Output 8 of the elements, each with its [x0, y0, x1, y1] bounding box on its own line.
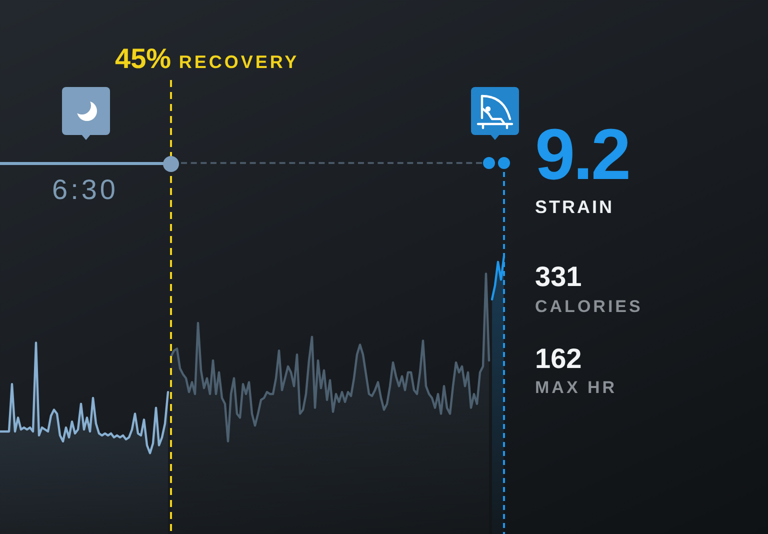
text: 331 [535, 261, 582, 292]
text: CALORIES [535, 297, 643, 316]
text: MAX HR [535, 378, 618, 397]
text: 6:30 [52, 174, 118, 205]
text: 45% RECOVERY [115, 43, 300, 74]
text: 9.2 [535, 115, 630, 195]
text: 162 [535, 343, 582, 374]
text: STRAIN [535, 197, 614, 217]
